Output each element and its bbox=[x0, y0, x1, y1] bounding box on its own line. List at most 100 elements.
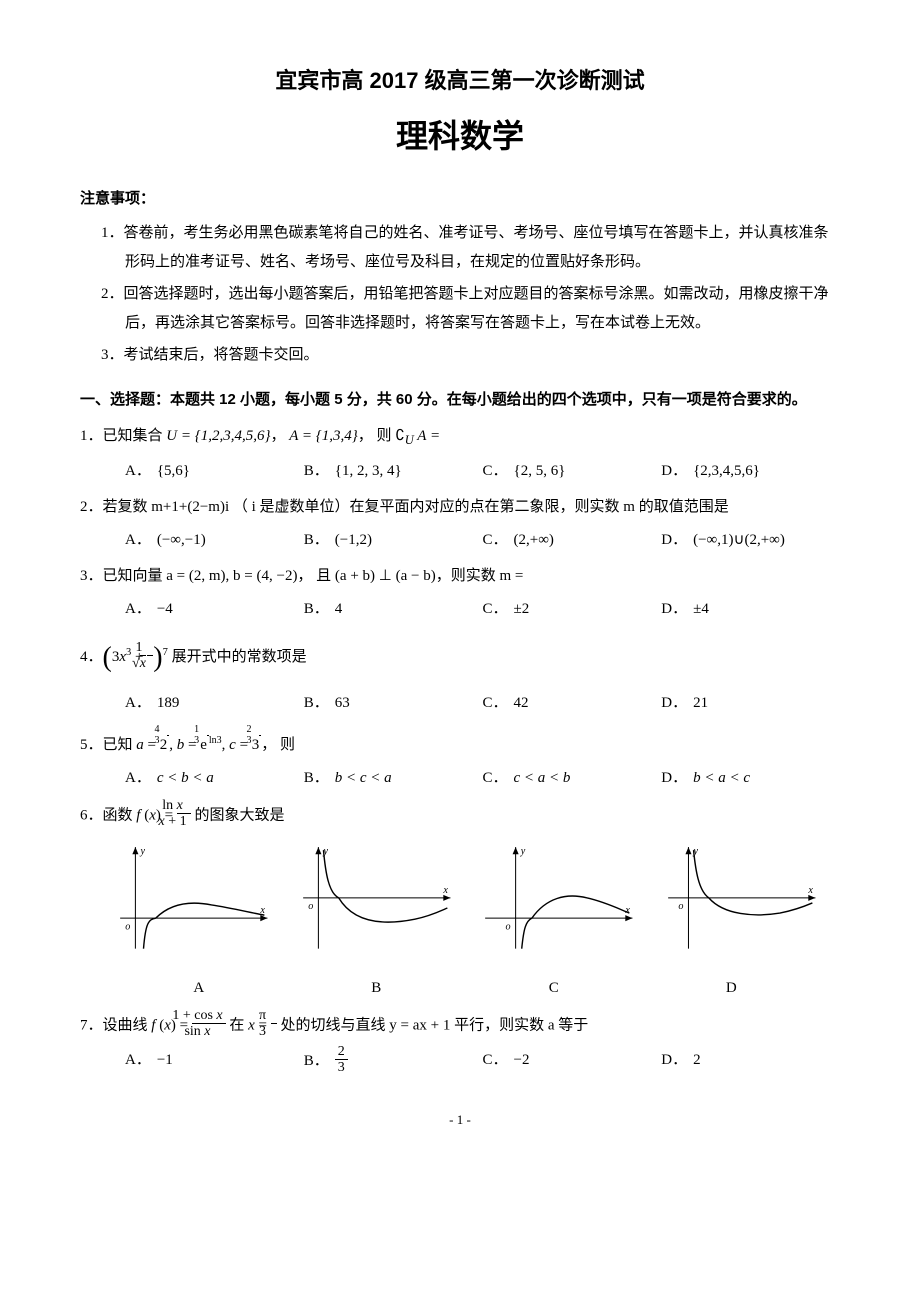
q7-pre: 7．设曲线 bbox=[80, 1017, 151, 1033]
q6-label-c: C bbox=[465, 974, 643, 1003]
q6-graph-c: o x y bbox=[475, 842, 638, 954]
q1-tail: ， 则 ∁ bbox=[358, 428, 405, 444]
q1-sub: U bbox=[405, 433, 414, 447]
q4-opt-c-val: 42 bbox=[514, 695, 529, 711]
question-6: 6．函数 f (x) = ln xx + 1 的图象大致是 bbox=[80, 800, 840, 832]
svg-text:x: x bbox=[807, 885, 813, 896]
q6-graph-labels: A B C D bbox=[80, 954, 840, 1003]
q3-opt-c: C．±2 bbox=[483, 595, 662, 624]
q1-opt-d: D．{2,3,4,5,6} bbox=[661, 457, 840, 486]
question-2: 2．若复数 m+1+(2−m)i （ i 是虚数单位）在复平面内对应的点在第二象… bbox=[80, 493, 840, 522]
q6-pre: 6．函数 bbox=[80, 807, 136, 823]
q5-opt-c: C．c < a < b bbox=[483, 764, 662, 793]
notice-item: 2．回答选择题时，选出每小题答案后，用铅笔把答题卡上对应题目的答案标号涂黑。如需… bbox=[80, 280, 840, 337]
question-4: 4．(3x3 + 1√x)7 展开式中的常数项是 bbox=[80, 631, 840, 684]
q5-opt-a: A．c < b < a bbox=[125, 764, 304, 793]
q3-opt-a-val: −4 bbox=[157, 601, 173, 617]
notice-heading: 注意事项： bbox=[80, 185, 840, 214]
q2-options: A．(−∞,−1) B．(−1,2) C．(2,+∞) D．(−∞,1)∪(2,… bbox=[80, 526, 840, 555]
doc-title-line1: 宜宾市高 2017 级高三第一次诊断测试 bbox=[80, 60, 840, 102]
q1-stem-pre: 1．已知集合 bbox=[80, 428, 166, 444]
q3-opt-b-val: 4 bbox=[335, 601, 343, 617]
notice-item: 1．答卷前，考生务必用黑色碳素笔将自己的姓名、准考证号、考场号、座位号填写在答题… bbox=[80, 219, 840, 276]
svg-text:y: y bbox=[520, 846, 526, 857]
section-heading: 一、选择题：本题共 12 小题，每小题 5 分，共 60 分。在每小题给出的四个… bbox=[80, 386, 840, 415]
q6-label-d: D bbox=[643, 974, 821, 1003]
q1-opt-d-val: {2,3,4,5,6} bbox=[693, 463, 760, 479]
q5-opt-b-val: b < c < a bbox=[335, 770, 392, 786]
svg-text:o: o bbox=[125, 921, 130, 932]
q2-opt-b-val: (−1,2) bbox=[335, 532, 372, 548]
q5-options: A．c < b < a B．b < c < a C．c < a < b D．b … bbox=[80, 764, 840, 793]
q1-tail2: A = bbox=[414, 428, 440, 444]
q7-mid: 在 bbox=[226, 1017, 249, 1033]
q7-opt-d: D．2 bbox=[661, 1046, 840, 1078]
question-3: 3．已知向量 a = (2, m), b = (4, −2)， 且 (a + b… bbox=[80, 562, 840, 591]
svg-text:o: o bbox=[678, 901, 683, 912]
q7-opt-b: B．23 bbox=[304, 1046, 483, 1078]
q3-opt-a: A．−4 bbox=[125, 595, 304, 624]
q2-opt-c-val: (2,+∞) bbox=[514, 532, 554, 548]
page-number: - 1 - bbox=[80, 1108, 840, 1133]
doc-title-line2: 理科数学 bbox=[80, 106, 840, 167]
q5-opt-c-val: c < a < b bbox=[514, 770, 571, 786]
q2-opt-d: D．(−∞,1)∪(2,+∞) bbox=[661, 526, 840, 555]
q4-opt-c: C．42 bbox=[483, 689, 662, 718]
q7-options: A．−1 B．23 C．−2 D．2 bbox=[80, 1046, 840, 1078]
q1-opt-c: C．{2, 5, 6} bbox=[483, 457, 662, 486]
q1-opt-b-val: {1, 2, 3, 4} bbox=[335, 463, 402, 479]
notice-item: 3．考试结束后，将答题卡交回。 bbox=[80, 341, 840, 370]
q3-options: A．−4 B．4 C．±2 D．±4 bbox=[80, 595, 840, 624]
q1-opt-b: B．{1, 2, 3, 4} bbox=[304, 457, 483, 486]
q5-opt-b: B．b < c < a bbox=[304, 764, 483, 793]
q2-opt-a-val: (−∞,−1) bbox=[157, 532, 206, 548]
q4-opt-b: B．63 bbox=[304, 689, 483, 718]
q3-opt-d-val: ±4 bbox=[693, 601, 709, 617]
q1-setA: A = {1,3,4} bbox=[289, 428, 358, 444]
q7-mid2: 处的切线与直线 y = ax + 1 平行，则实数 a 等于 bbox=[277, 1017, 589, 1033]
q2-opt-c: C．(2,+∞) bbox=[483, 526, 662, 555]
q2-opt-d-val: (−∞,1)∪(2,+∞) bbox=[693, 532, 785, 548]
q2-opt-a: A．(−∞,−1) bbox=[125, 526, 304, 555]
q1-opt-c-val: {2, 5, 6} bbox=[514, 463, 566, 479]
svg-text:o: o bbox=[505, 921, 510, 932]
q3-opt-b: B．4 bbox=[304, 595, 483, 624]
svg-text:y: y bbox=[139, 846, 145, 857]
q3-opt-d: D．±4 bbox=[661, 595, 840, 624]
question-1: 1．已知集合 U = {1,2,3,4,5,6}， A = {1,3,4}， 则… bbox=[80, 422, 840, 453]
q6-graph-a: o x y bbox=[110, 842, 273, 954]
q6-graph-b: o x y bbox=[293, 842, 456, 954]
q1-comma: ， bbox=[270, 428, 289, 444]
question-5: 5．已知 a = 243, b = e13ln3, c = 323， 则 bbox=[80, 725, 840, 760]
q5-tail: ， 则 bbox=[261, 737, 295, 753]
q2-opt-b: B．(−1,2) bbox=[304, 526, 483, 555]
q6-label-b: B bbox=[288, 974, 466, 1003]
q4-opt-d: D．21 bbox=[661, 689, 840, 718]
q5-opt-d: D．b < a < c bbox=[661, 764, 840, 793]
q5-opt-a-val: c < b < a bbox=[157, 770, 214, 786]
q6-graph-d: o x y bbox=[658, 842, 821, 954]
q7-opt-a-val: −1 bbox=[157, 1052, 173, 1068]
q7-opt-c: C．−2 bbox=[483, 1046, 662, 1078]
q6-label-a: A bbox=[110, 974, 288, 1003]
q7-opt-a: A．−1 bbox=[125, 1046, 304, 1078]
q4-opt-a-val: 189 bbox=[157, 695, 180, 711]
q5-opt-d-val: b < a < c bbox=[693, 770, 750, 786]
q1-opt-a: A．{5,6} bbox=[125, 457, 304, 486]
q7-opt-b-num: 2 bbox=[335, 1044, 348, 1060]
q4-tail: 展开式中的常数项是 bbox=[168, 649, 307, 665]
q6-tail: 的图象大致是 bbox=[191, 807, 285, 823]
q1-opt-a-val: {5,6} bbox=[157, 463, 190, 479]
svg-text:x: x bbox=[624, 905, 630, 916]
q1-setU: U = {1,2,3,4,5,6} bbox=[166, 428, 270, 444]
question-7: 7．设曲线 f (x) = 1 + cos xsin x 在 x = π3 处的… bbox=[80, 1010, 840, 1042]
q1-options: A．{5,6} B．{1, 2, 3, 4} C．{2, 5, 6} D．{2,… bbox=[80, 457, 840, 486]
q4-opt-d-val: 21 bbox=[693, 695, 708, 711]
svg-text:x: x bbox=[442, 885, 448, 896]
svg-text:o: o bbox=[308, 901, 313, 912]
q4-options: A．189 B．63 C．42 D．21 bbox=[80, 689, 840, 718]
q7-opt-b-den: 3 bbox=[335, 1060, 348, 1075]
q3-opt-c-val: ±2 bbox=[514, 601, 530, 617]
q4-opt-b-val: 63 bbox=[335, 695, 350, 711]
q7-opt-d-val: 2 bbox=[693, 1052, 701, 1068]
